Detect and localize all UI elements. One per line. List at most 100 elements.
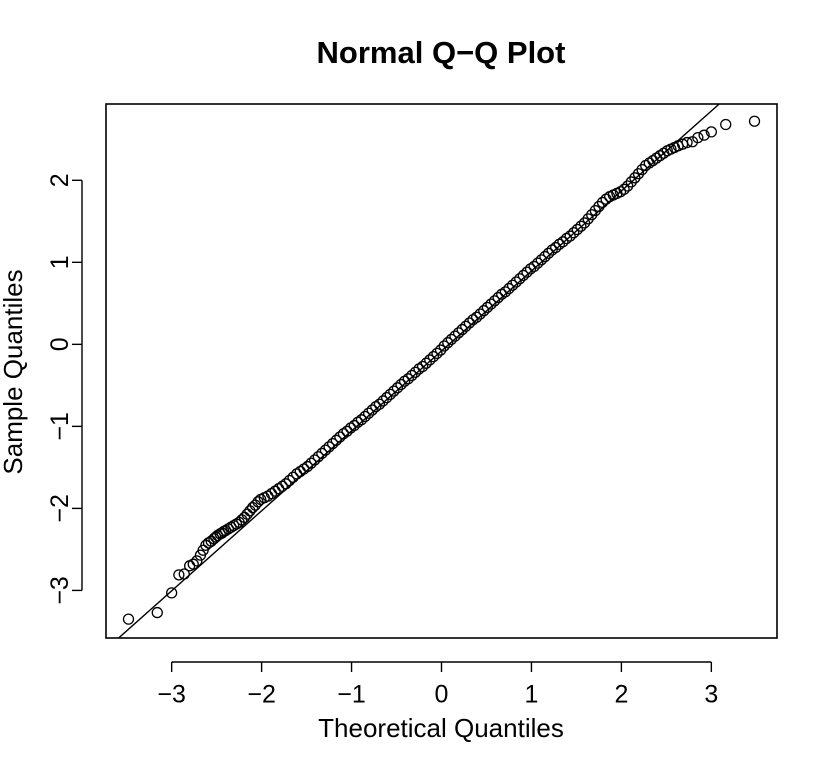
data-point bbox=[485, 298, 497, 310]
data-point bbox=[575, 220, 587, 232]
data-point bbox=[748, 115, 761, 127]
data-point bbox=[252, 496, 264, 508]
x-tick-label: 1 bbox=[524, 681, 538, 709]
data-point bbox=[568, 227, 580, 239]
data-point bbox=[438, 340, 450, 352]
data-point bbox=[416, 360, 429, 373]
data-point bbox=[506, 279, 519, 291]
data-point bbox=[424, 354, 436, 366]
y-tick-label: 2 bbox=[46, 173, 74, 187]
data-point bbox=[564, 230, 576, 242]
plot-frame bbox=[105, 103, 778, 639]
data-point bbox=[442, 337, 454, 349]
data-point bbox=[431, 347, 443, 360]
data-point bbox=[632, 168, 645, 180]
data-point bbox=[550, 241, 562, 254]
y-tick-label: −1 bbox=[46, 412, 74, 441]
data-point bbox=[521, 266, 533, 278]
data-point bbox=[460, 320, 472, 332]
data-point bbox=[434, 344, 447, 356]
data-point bbox=[542, 247, 555, 259]
data-point bbox=[301, 460, 314, 473]
data-point bbox=[228, 519, 240, 532]
data-point bbox=[535, 254, 547, 266]
reference-line bbox=[118, 103, 720, 639]
data-point bbox=[362, 407, 375, 419]
data-point bbox=[692, 131, 704, 144]
x-axis: −3 −2 −1 0 1 2 3 bbox=[157, 661, 718, 709]
data-point bbox=[380, 392, 393, 404]
data-point bbox=[348, 419, 360, 432]
data-point bbox=[557, 236, 569, 248]
chart-title: Normal Q−Q Plot bbox=[317, 35, 566, 70]
data-point bbox=[474, 308, 486, 320]
data-point bbox=[409, 366, 422, 378]
data-point bbox=[618, 183, 630, 195]
data-point bbox=[187, 558, 199, 570]
data-point bbox=[445, 333, 458, 346]
data-point bbox=[625, 176, 637, 188]
data-point bbox=[578, 217, 591, 229]
data-point bbox=[586, 209, 598, 221]
data-point bbox=[589, 204, 601, 217]
data-point bbox=[388, 385, 400, 397]
y-tick-label: 0 bbox=[46, 337, 74, 351]
points-layer bbox=[122, 115, 761, 625]
y-tick-label: 1 bbox=[46, 255, 74, 269]
data-point bbox=[698, 129, 710, 141]
data-point bbox=[488, 295, 501, 307]
data-point bbox=[517, 269, 530, 282]
data-point bbox=[539, 250, 551, 263]
data-point bbox=[402, 373, 414, 385]
data-point bbox=[478, 305, 490, 317]
data-point bbox=[219, 524, 232, 537]
x-tick-label: 2 bbox=[614, 681, 628, 709]
data-point bbox=[629, 172, 641, 184]
data-point bbox=[366, 404, 378, 416]
x-tick-label: 3 bbox=[704, 681, 718, 709]
data-point bbox=[510, 276, 522, 288]
data-point bbox=[463, 317, 476, 329]
data-point bbox=[514, 273, 526, 285]
data-point bbox=[582, 213, 594, 225]
data-point bbox=[503, 282, 515, 295]
data-point bbox=[225, 521, 237, 533]
data-point bbox=[384, 388, 396, 401]
data-point bbox=[470, 311, 483, 323]
data-point bbox=[355, 414, 368, 426]
data-point bbox=[492, 291, 504, 304]
data-point bbox=[481, 301, 494, 314]
data-point bbox=[705, 126, 717, 138]
y-axis-label: Sample Quantiles bbox=[0, 269, 28, 474]
data-point bbox=[122, 613, 135, 625]
data-point bbox=[720, 118, 732, 131]
data-point bbox=[406, 369, 418, 382]
x-tick-label: −2 bbox=[247, 681, 276, 709]
data-point bbox=[166, 587, 178, 599]
data-point bbox=[681, 136, 693, 149]
data-point bbox=[427, 350, 440, 363]
data-point bbox=[622, 180, 634, 192]
x-tick-label: 0 bbox=[435, 681, 449, 709]
data-point bbox=[449, 330, 461, 342]
data-point bbox=[173, 569, 185, 581]
data-point bbox=[222, 523, 234, 535]
data-point bbox=[571, 223, 583, 236]
data-point bbox=[373, 398, 386, 410]
data-point bbox=[377, 395, 389, 407]
data-point bbox=[359, 410, 371, 423]
data-point bbox=[391, 382, 404, 394]
x-axis-label: Theoretical Quantiles bbox=[318, 713, 564, 743]
data-point bbox=[499, 286, 512, 298]
data-point bbox=[456, 323, 468, 336]
data-point bbox=[191, 555, 203, 567]
data-point bbox=[395, 378, 407, 391]
data-point bbox=[420, 357, 432, 369]
x-tick-label: −1 bbox=[337, 681, 366, 709]
y-axis: −3 −2 −1 0 1 2 bbox=[46, 173, 83, 605]
x-tick-label: −3 bbox=[157, 681, 186, 709]
data-point bbox=[528, 260, 540, 273]
y-tick-label: −3 bbox=[46, 576, 74, 605]
